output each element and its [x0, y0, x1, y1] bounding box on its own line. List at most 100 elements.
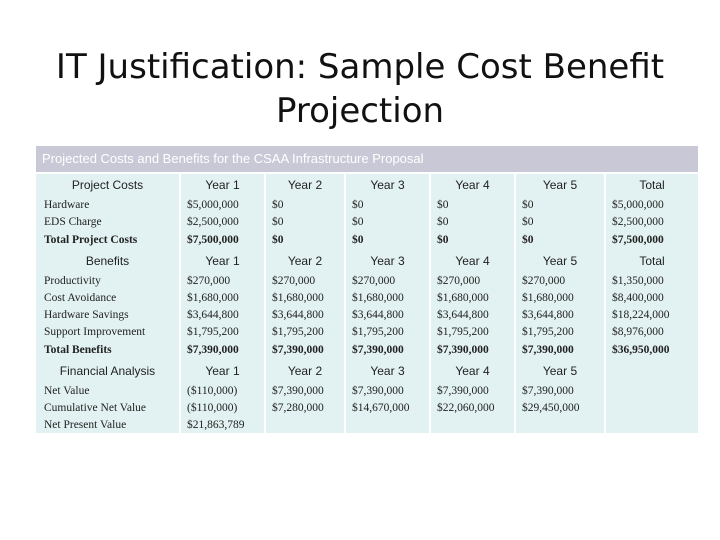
table-cell: $0: [429, 230, 515, 250]
table-cell: $270,000: [514, 272, 605, 289]
table-cell: Year 2: [264, 360, 345, 382]
table-cell: $3,644,800: [264, 306, 345, 323]
table-cell: $0: [264, 230, 345, 250]
table-cell: $18,224,000: [604, 306, 698, 323]
table-cell: $3,644,800: [344, 306, 430, 323]
table-cell: Year 3: [344, 360, 430, 382]
table-cell: $0: [344, 230, 430, 250]
table-cell: Support Improvement: [44, 325, 146, 338]
table-cell: $5,000,000: [179, 196, 265, 213]
table-cell: $0: [429, 196, 515, 213]
table-title: Projected Costs and Benefits for the CSA…: [36, 146, 698, 174]
table-cell: Hardware Savings: [44, 308, 129, 321]
empty-cell: [514, 416, 605, 433]
table-cell: $270,000: [344, 272, 430, 289]
table-cell: Year 2: [264, 174, 345, 196]
data-row: EDS Charge $2,500,000 $0 $0 $0 $0 $2,500,000: [36, 213, 698, 230]
table-cell: $0: [514, 196, 605, 213]
table-cell: $0: [514, 213, 605, 230]
empty-cell: [604, 382, 698, 399]
table-cell: $8,400,000: [604, 289, 698, 306]
table-cell: $7,390,000: [264, 382, 345, 399]
empty-cell: [604, 416, 698, 433]
data-row: Cost Avoidance $1,680,000 $1,680,000 $1,680…: [36, 289, 698, 306]
table-cell: $1,795,200: [264, 323, 345, 340]
table-cell: $0: [429, 213, 515, 230]
table-cell: $0: [514, 230, 605, 250]
table-cell: $7,390,000: [179, 340, 265, 360]
data-row: Cumulative Net Value ($110,000) $7,280,000…: [36, 399, 698, 416]
table-cell: $1,795,200: [344, 323, 430, 340]
data-row: Hardware Savings $3,644,800 $3,644,800 $3,6…: [36, 306, 698, 323]
table-cell: Year 2: [264, 250, 345, 272]
table-cell: Hardware: [44, 198, 90, 211]
table-cell: $3,644,800: [514, 306, 605, 323]
table-cell: Year 1: [179, 174, 265, 196]
table-cell: Year 4: [429, 174, 515, 196]
table-cell: $270,000: [179, 272, 265, 289]
table-cell: Year 5: [514, 174, 605, 196]
table-cell: Year 4: [429, 360, 515, 382]
table-cell: $1,795,200: [429, 323, 515, 340]
table-cell: $7,390,000: [429, 382, 515, 399]
table-cell: $7,500,000: [604, 230, 698, 250]
empty-cell: [264, 416, 345, 433]
table-cell: $1,680,000: [179, 289, 265, 306]
table-cell: Cumulative Net Value: [44, 401, 146, 414]
table-cell: $1,680,000: [429, 289, 515, 306]
table-cell: Year 5: [514, 360, 605, 382]
table-cell: Year 3: [344, 250, 430, 272]
table-cell: $1,680,000: [514, 289, 605, 306]
table-cell: $270,000: [429, 272, 515, 289]
table-cell: $7,390,000: [429, 340, 515, 360]
section-header: Financial Analysis Year 1 Year 2 Year 3 Year…: [36, 360, 698, 382]
table-cell: $21,863,789: [179, 416, 265, 433]
table-cell: ($110,000): [179, 382, 265, 399]
table-cell: $5,000,000: [604, 196, 698, 213]
table-cell: $0: [264, 196, 345, 213]
table-cell: Year 1: [179, 360, 265, 382]
table-cell: $3,644,800: [179, 306, 265, 323]
table-cell: $7,500,000: [179, 230, 265, 250]
table-cell: Year 5: [514, 250, 605, 272]
table-cell: Year 3: [344, 174, 430, 196]
table-cell: $1,680,000: [264, 289, 345, 306]
total-row: Total Project Costs $7,500,000 $0 $0 $0 $0 $7,…: [36, 230, 698, 250]
table-cell: $7,390,000: [514, 382, 605, 399]
data-row: Hardware $5,000,000 $0 $0 $0 $0 $5,000,000: [36, 196, 698, 213]
table-cell: ($110,000): [179, 399, 265, 416]
empty-cell: [604, 360, 698, 382]
data-row: Net Present Value $21,863,789: [36, 416, 698, 433]
data-row: Productivity $270,000 $270,000 $270,000 $270…: [36, 272, 698, 289]
table-cell: $1,795,200: [179, 323, 265, 340]
table-cell: $7,280,000: [264, 399, 345, 416]
section-header: Benefits Year 1 Year 2 Year 3 Year 4 Year 5 To…: [36, 250, 698, 272]
table-cell: Total: [604, 174, 698, 196]
empty-cell: [344, 416, 430, 433]
table-cell: $1,350,000: [604, 272, 698, 289]
table-cell: $7,390,000: [344, 340, 430, 360]
total-row: Total Benefits $7,390,000 $7,390,000 $7,390…: [36, 340, 698, 360]
table-cell: Total: [604, 250, 698, 272]
table-cell: $14,670,000: [344, 399, 430, 416]
data-row: Net Value ($110,000) $7,390,000 $7,390,000 $…: [36, 382, 698, 399]
table-cell: Net Present Value: [44, 418, 127, 431]
section-header: Project Costs Year 1 Year 2 Year 3 Year 4 Yea…: [36, 174, 698, 196]
table-cell: $29,450,000: [514, 399, 605, 416]
table-cell: Financial Analysis: [59, 364, 156, 378]
table-cell: Net Value: [44, 384, 90, 397]
table-cell: $7,390,000: [264, 340, 345, 360]
table-body: Project Costs Year 1 Year 2 Year 3 Year 4 Yea…: [36, 174, 698, 433]
slide-title: IT Justification: Sample Cost Benefit Pr…: [55, 46, 665, 131]
table-cell: Total Benefits: [44, 344, 112, 356]
table-rows: Project Costs Year 1 Year 2 Year 3 Year 4 Yea…: [36, 174, 698, 433]
table-cell: Benefits: [85, 254, 130, 268]
empty-cell: [604, 399, 698, 416]
table-cell: Year 1: [179, 250, 265, 272]
empty-cell: [429, 416, 515, 433]
table-cell: $8,976,000: [604, 323, 698, 340]
table-cell: $1,795,200: [514, 323, 605, 340]
table-cell: $7,390,000: [514, 340, 605, 360]
table-cell: Cost Avoidance: [44, 291, 117, 304]
